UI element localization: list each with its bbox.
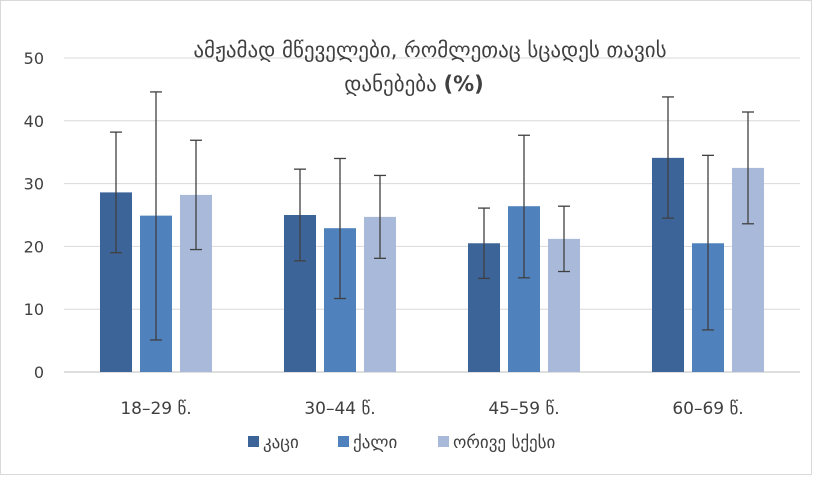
- category-label: 60–69 წ.: [672, 399, 743, 419]
- legend-swatch: [438, 436, 449, 447]
- legend-item: კაცი: [248, 433, 299, 453]
- category-label: 45–59 წ.: [488, 399, 559, 419]
- chart-title-line2-bold: (%): [443, 72, 483, 96]
- error-bar: [294, 168, 306, 262]
- legend-item: ორივე სქესი: [438, 433, 555, 453]
- y-tick-label: 50: [24, 49, 44, 68]
- y-axis-ticks: 0 10 20 30 40 50: [24, 49, 44, 382]
- error-bars: [110, 91, 754, 341]
- legend-item: ქალი: [338, 433, 397, 453]
- chart-title-line1: ამჟამად მწეველები, რომლეთაც სცადეს თავის: [193, 38, 666, 62]
- bars: [100, 157, 764, 372]
- error-bar: [190, 139, 202, 251]
- y-tick-label: 20: [24, 237, 44, 256]
- error-bar: [478, 207, 490, 280]
- y-tick-label: 40: [24, 112, 44, 131]
- error-bar: [662, 96, 674, 219]
- legend-label: კაცი: [263, 433, 299, 453]
- x-axis-categories: 18–29 წ. 30–44 წ. 45–59 წ. 60–69 წ.: [120, 399, 743, 419]
- chart-title-line2-main: დანებება: [344, 72, 437, 96]
- error-bar: [742, 111, 754, 225]
- y-tick-label: 10: [24, 300, 44, 319]
- error-bar: [558, 205, 570, 273]
- legend-swatch: [338, 436, 349, 447]
- legend-label: ქალი: [353, 433, 397, 453]
- gridlines: [64, 57, 800, 373]
- legend-label: ორივე სქესი: [453, 433, 555, 453]
- error-bar: [334, 157, 346, 300]
- category-label: 30–44 წ.: [304, 399, 375, 419]
- y-tick-label: 0: [34, 363, 44, 382]
- error-bar: [374, 174, 386, 259]
- y-tick-label: 30: [24, 175, 44, 194]
- error-bar: [150, 91, 162, 341]
- error-bar: [518, 134, 530, 279]
- chart-title-line2: დანებება (%): [344, 72, 483, 96]
- category-label: 18–29 წ.: [120, 399, 191, 419]
- error-bar: [702, 154, 714, 331]
- legend: კაცი ქალი ორივე სქესი: [248, 433, 555, 453]
- error-bar: [110, 131, 122, 254]
- legend-swatch: [248, 436, 259, 447]
